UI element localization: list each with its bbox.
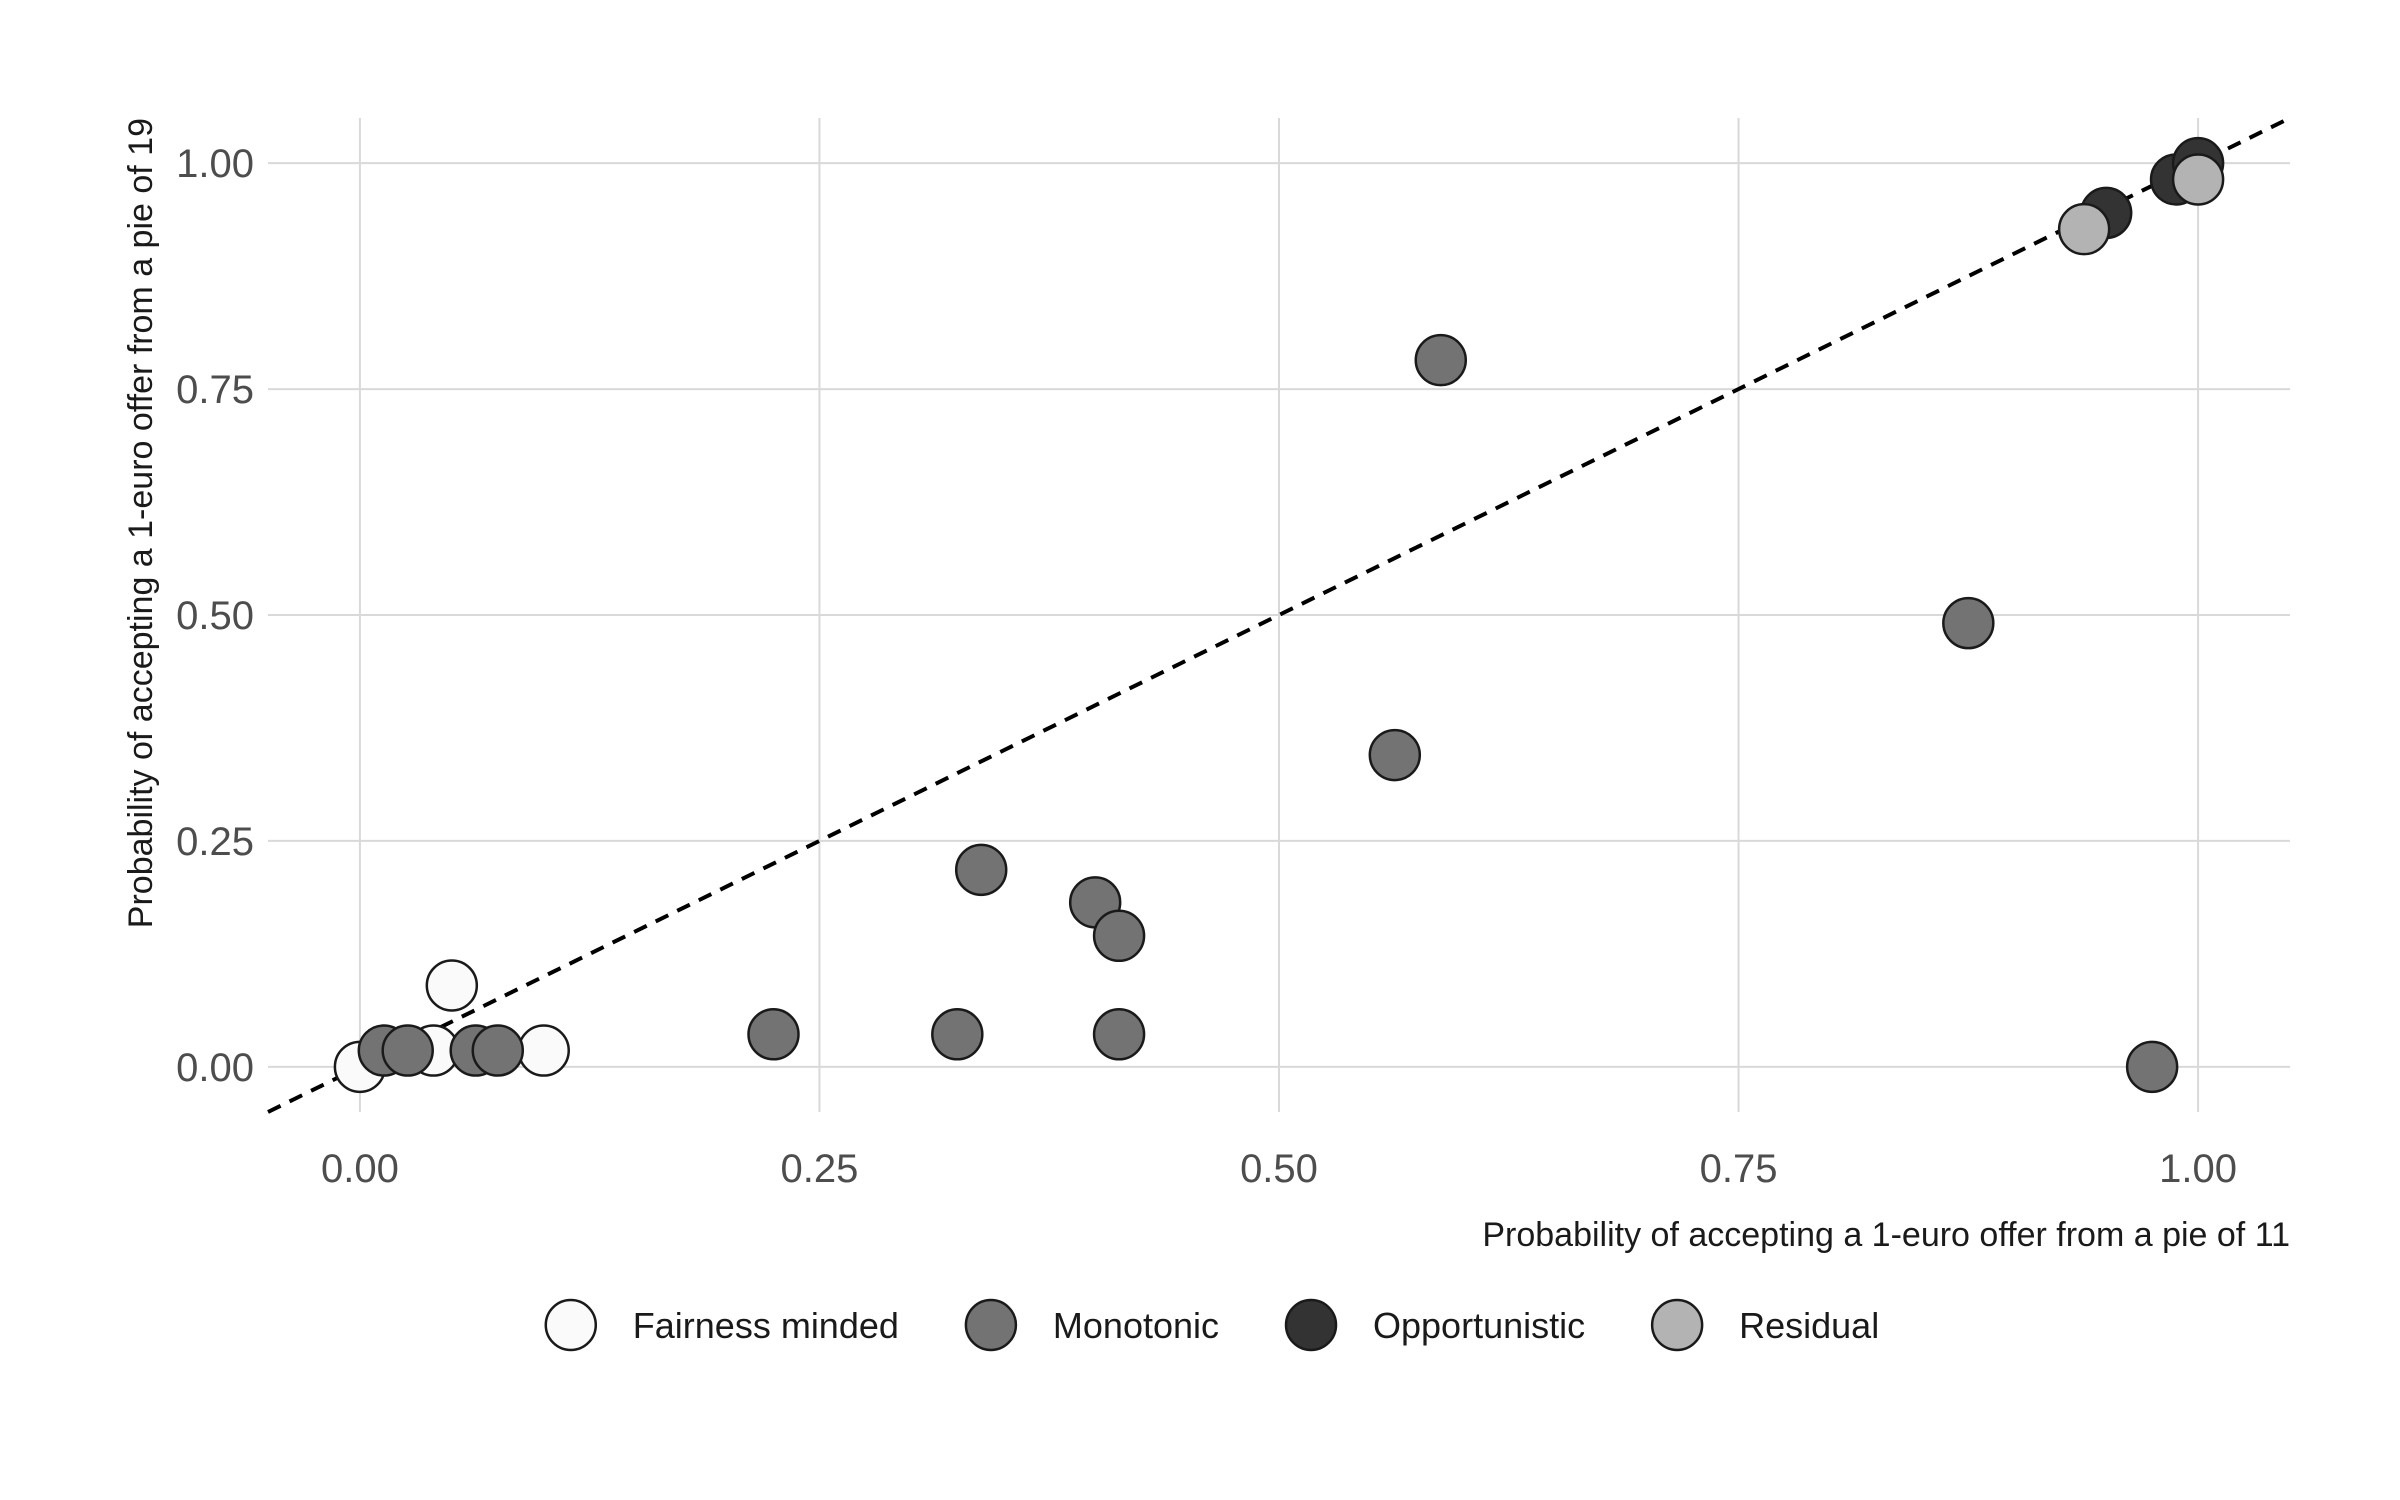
legend-label-monotonic: Monotonic — [1053, 1305, 1219, 1346]
x-tick-label: 0.00 — [321, 1147, 399, 1191]
y-tick-label: 0.75 — [176, 368, 254, 412]
legend-key-residual — [1650, 1298, 1704, 1352]
legend-item-monotonic: Monotonic — [964, 1298, 1219, 1352]
legend: Fairness minded Monotonic Opportunistic Res… — [544, 1298, 1879, 1352]
x-tick-label: 1.00 — [2159, 1147, 2237, 1191]
point-monotonic — [1092, 1008, 1146, 1061]
grid — [268, 118, 2290, 1112]
legend-key-opportunistic — [1284, 1298, 1338, 1352]
legend-label-fairness-minded: Fairness minded — [633, 1305, 899, 1346]
legend-item-fairness-minded: Fairness minded — [544, 1298, 899, 1352]
point-monotonic — [2125, 1040, 2179, 1094]
x-axis-title: Probability of accepting a 1-euro offer … — [1482, 1216, 2290, 1254]
x-tick-label: 0.75 — [1700, 1147, 1778, 1191]
point-monotonic — [1092, 909, 1146, 963]
point-monotonic — [1368, 728, 1422, 782]
tick-labels: 0.00 0.25 0.50 0.75 1.00 0.00 0.25 0.50 0.75 1.00 — [176, 142, 2237, 1191]
point-monotonic — [747, 1008, 800, 1061]
legend-item-residual: Residual — [1650, 1298, 1879, 1352]
point-residual — [2171, 153, 2225, 206]
points-layer — [333, 136, 2225, 1094]
point-monotonic — [931, 1008, 984, 1061]
x-tick-label: 0.50 — [1240, 1147, 1318, 1191]
identity-reference-line — [267, 116, 2291, 1114]
legend-key-monotonic — [964, 1298, 1018, 1352]
y-tick-label: 1.00 — [176, 142, 254, 186]
legend-key-fairness-minded — [544, 1298, 598, 1352]
point-fairness-minded — [517, 1024, 570, 1077]
legend-item-opportunistic: Opportunistic — [1284, 1298, 1585, 1352]
reference-line-layer — [267, 116, 2291, 1114]
y-axis-title: Probability of accepting a 1-euro offer … — [122, 118, 160, 928]
x-tick-label: 0.25 — [781, 1147, 859, 1191]
legend-label-opportunistic: Opportunistic — [1373, 1305, 1585, 1346]
point-fairness-minded — [425, 959, 479, 1012]
point-monotonic — [381, 1024, 434, 1077]
point-monotonic — [1414, 333, 1468, 387]
point-monotonic — [1942, 596, 1995, 650]
y-tick-label: 0.00 — [176, 1046, 254, 1090]
y-tick-label: 0.50 — [176, 594, 254, 638]
y-tick-label: 0.25 — [176, 820, 254, 864]
point-residual — [2057, 202, 2111, 256]
point-monotonic — [954, 843, 1008, 897]
legend-label-residual: Residual — [1739, 1305, 1879, 1346]
point-monotonic — [471, 1024, 525, 1077]
